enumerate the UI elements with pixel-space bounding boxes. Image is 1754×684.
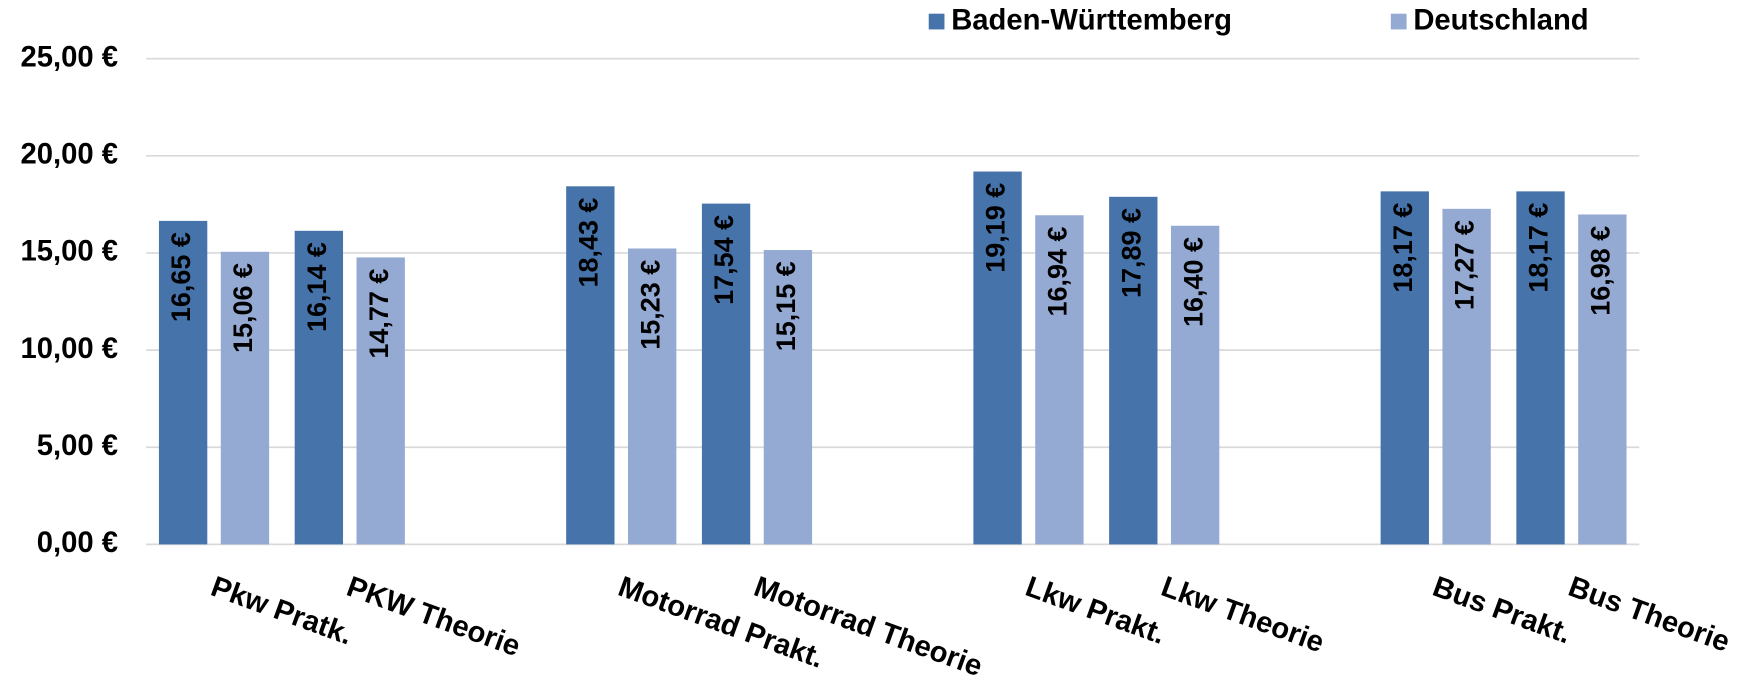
value-label: 16,94 € — [1043, 227, 1073, 317]
value-label: 16,14 € — [302, 242, 332, 332]
bar — [220, 251, 270, 545]
bar — [356, 257, 405, 545]
legend-swatch — [1390, 13, 1407, 30]
bar — [701, 203, 751, 545]
bar — [294, 230, 344, 545]
value-label: 18,43 € — [573, 198, 603, 288]
bar — [566, 186, 615, 545]
bar — [628, 248, 677, 545]
x-tick-label: Motorrad Theorie — [750, 571, 987, 683]
y-tick-label: 10,00 € — [21, 333, 119, 365]
bar — [158, 220, 208, 545]
value-label: 17,54 € — [709, 215, 739, 305]
value-label: 16,40 € — [1178, 237, 1208, 327]
value-label: 15,15 € — [771, 261, 801, 351]
value-label: 17,27 € — [1450, 220, 1480, 310]
bar — [1035, 215, 1084, 545]
x-tick-label: Bus Theorie — [1564, 571, 1734, 659]
y-tick-label: 25,00 € — [21, 41, 119, 73]
value-label: 15,06 € — [228, 263, 258, 353]
bar — [1516, 191, 1565, 545]
value-label: 16,98 € — [1585, 226, 1615, 316]
x-tick-label: Lkw Theorie — [1157, 571, 1328, 659]
bar — [1170, 225, 1220, 545]
value-label: 18,17 € — [1388, 203, 1418, 293]
bar — [1109, 196, 1158, 545]
bar — [973, 171, 1022, 545]
y-tick-label: 5,00 € — [37, 430, 118, 462]
x-tick-label: PKW Theorie — [342, 571, 524, 663]
legend-label: Baden-Württemberg — [951, 4, 1232, 36]
y-tick-label: 20,00 € — [21, 139, 119, 171]
bar — [1578, 214, 1627, 545]
value-label: 15,23 € — [635, 260, 665, 350]
bar — [1442, 208, 1491, 545]
x-tick-label: Lkw Prakt. — [1021, 571, 1169, 651]
y-tick-label: 15,00 € — [21, 236, 119, 268]
value-label: 16,65 € — [166, 232, 196, 322]
legend-label: Deutschland — [1413, 4, 1588, 36]
value-label: 19,19 € — [981, 183, 1011, 273]
value-label: 14,77 € — [364, 269, 394, 359]
bar — [763, 250, 813, 545]
x-tick-label: Pkw Pratk. — [207, 571, 357, 652]
legend-swatch — [928, 13, 945, 30]
value-label: 18,17 € — [1524, 203, 1554, 293]
y-tick-label: 0,00 € — [37, 527, 118, 559]
x-tick-label: Bus Prakt. — [1428, 571, 1575, 651]
value-label: 17,89 € — [1116, 208, 1146, 298]
bar — [1380, 191, 1429, 545]
